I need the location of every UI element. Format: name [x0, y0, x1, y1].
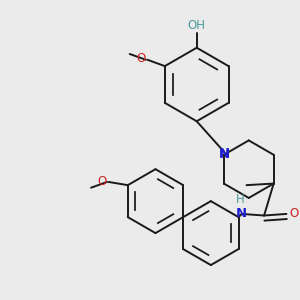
Text: O: O — [98, 176, 107, 188]
Text: N: N — [218, 147, 230, 160]
Text: OH: OH — [188, 19, 206, 32]
Text: O: O — [136, 52, 146, 64]
Text: O: O — [290, 207, 299, 220]
Text: N: N — [236, 207, 247, 220]
Text: H: H — [236, 193, 244, 206]
Text: N: N — [218, 148, 230, 161]
